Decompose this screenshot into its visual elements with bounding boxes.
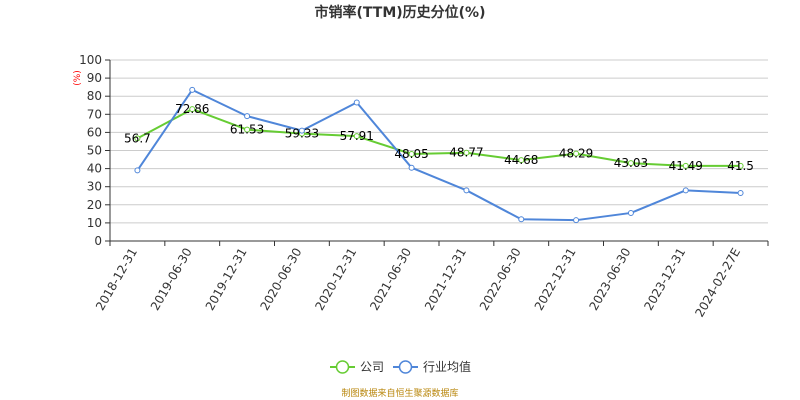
- x-tick-label: 2022-12-31: [532, 246, 579, 313]
- legend-label: 公司: [360, 360, 384, 374]
- data-label: 48.29: [559, 147, 593, 161]
- series-point: [244, 113, 251, 120]
- x-tick-label: 2024-02-27E: [692, 246, 743, 320]
- data-label: 61.53: [230, 123, 264, 137]
- series-point: [134, 135, 141, 142]
- x-tick-label: 2023-06-30: [587, 246, 634, 313]
- grid: [110, 59, 768, 242]
- data-label: 41.5: [727, 159, 754, 173]
- data-label: 48.77: [449, 146, 483, 160]
- series-point: [573, 217, 580, 224]
- series-line: [136, 88, 741, 222]
- data-label: 59.33: [285, 127, 319, 141]
- series-point: [408, 164, 415, 171]
- chart-title: 市销率(TTM)历史分位(%): [315, 4, 486, 21]
- x-tick-label: 2020-06-30: [258, 246, 305, 313]
- series-point: [189, 86, 196, 93]
- legend[interactable]: 公司 行业均值: [330, 359, 471, 374]
- legend-marker: [398, 360, 413, 374]
- y-tick-label: 90: [87, 71, 102, 85]
- data-label: 41.49: [669, 159, 703, 173]
- y-tick-label: 60: [87, 125, 102, 139]
- y-tick-label: 50: [87, 144, 102, 158]
- legend-item[interactable]: 公司: [330, 360, 384, 374]
- y-tick-label: 40: [87, 162, 102, 176]
- x-tick-label: 2019-12-31: [203, 245, 250, 312]
- series-point: [353, 133, 360, 140]
- y-tick-label: 10: [87, 216, 102, 230]
- data-label: 72.86: [175, 102, 209, 116]
- series-point: [627, 209, 634, 216]
- y-tick-label: 70: [87, 107, 102, 121]
- y-tick-label: 30: [87, 180, 102, 194]
- series-point: [627, 160, 634, 167]
- series-point: [737, 190, 744, 197]
- legend-item[interactable]: 行业均值: [393, 359, 471, 374]
- series-point: [463, 187, 470, 194]
- series-point: [518, 216, 525, 223]
- series-point: [189, 106, 196, 113]
- series-point: [134, 167, 141, 174]
- x-axis: 2018-12-31 2019-06-30 2019-12-31 2020-06-30…: [93, 240, 769, 320]
- series-point: [298, 127, 305, 134]
- data-label: 57.91: [340, 129, 374, 143]
- series-point: [353, 99, 360, 106]
- y-axis: 0 10 20 30 40 50 60 70 80 90 100: [79, 53, 111, 248]
- data-label: 43.03: [614, 156, 648, 170]
- series-point: [682, 162, 689, 169]
- series-layer: [134, 86, 744, 224]
- legend-marker: [335, 360, 350, 374]
- data-label: 44.68: [504, 153, 538, 167]
- y-unit-label: (%): [73, 70, 83, 86]
- legend-label: 行业均值: [423, 359, 471, 374]
- x-tick-label: 2018-12-31: [93, 246, 140, 313]
- x-tick-label: 2022-06-30: [477, 246, 524, 313]
- x-tick-label: 2021-06-30: [367, 246, 414, 313]
- series-point: [737, 162, 744, 169]
- series-line: [136, 108, 741, 167]
- series-point: [244, 126, 251, 133]
- x-tick-label: 2019-06-30: [148, 246, 195, 313]
- x-tick-label: 2023-12-31: [641, 246, 688, 313]
- y-tick-label: 80: [87, 89, 102, 103]
- data-labels: 56.7 72.86 61.53 59.33 57.91 48.05 48.77 44.68 4…: [124, 102, 754, 173]
- series-point: [518, 157, 525, 164]
- series-point: [463, 149, 470, 156]
- series-point: [408, 151, 415, 158]
- data-label: 56.7: [124, 131, 151, 145]
- data-label: 48.05: [394, 147, 428, 161]
- series-point: [573, 150, 580, 157]
- y-tick-label: 20: [87, 198, 102, 212]
- y-tick-label: 0: [94, 234, 102, 248]
- x-tick-label: 2021-12-31: [422, 245, 469, 312]
- series-point: [682, 187, 689, 194]
- source-note: 制图数据来自恒生聚源数据库: [341, 387, 458, 399]
- y-tick-label: 100: [79, 53, 102, 67]
- x-tick-label: 2020-12-31: [312, 246, 359, 313]
